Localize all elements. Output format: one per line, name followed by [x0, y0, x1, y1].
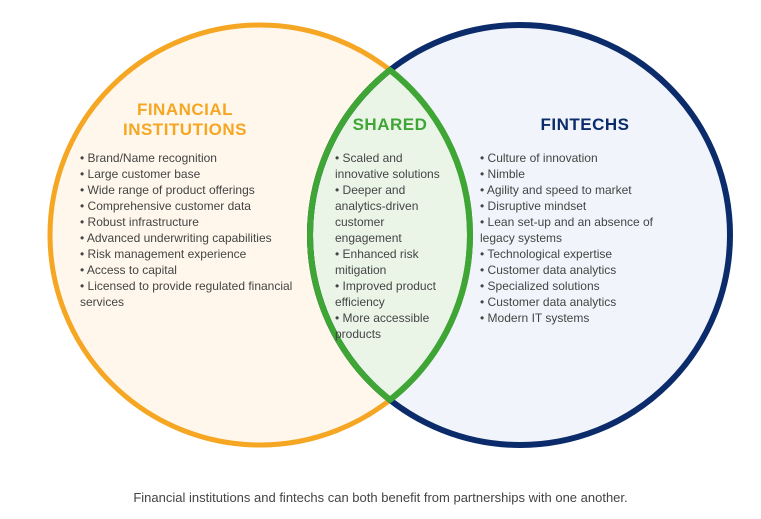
right-item: Lean set-up and an absence of legacy sys… [480, 214, 690, 246]
left-title-line1: FINANCIAL [137, 100, 233, 119]
left-item: Risk management experience [80, 246, 305, 262]
shared-item: Deeper and analytics-driven customer eng… [335, 182, 447, 246]
left-item: Wide range of product offerings [80, 182, 305, 198]
right-item: Customer data analytics [480, 262, 690, 278]
left-item: Licensed to provide regulated financial … [80, 278, 305, 310]
diagram-caption: Financial institutions and fintechs can … [0, 490, 761, 505]
right-item: Technological expertise [480, 246, 690, 262]
shared-title: SHARED [335, 115, 445, 135]
left-item: Advanced underwriting capabilities [80, 230, 305, 246]
left-item: Comprehensive customer data [80, 198, 305, 214]
left-item: Robust infrastructure [80, 214, 305, 230]
right-item: Culture of innovation [480, 150, 690, 166]
left-item: Large customer base [80, 166, 305, 182]
left-circle-title: FINANCIAL INSTITUTIONS [95, 100, 275, 139]
left-title-line2: INSTITUTIONS [123, 120, 247, 139]
left-items-list: Brand/Name recognitionLarge customer bas… [80, 150, 305, 310]
shared-items-list: Scaled and innovative solutionsDeeper an… [335, 150, 447, 342]
right-item: Nimble [480, 166, 690, 182]
shared-item: More accessible products [335, 310, 447, 342]
left-item: Access to capital [80, 262, 305, 278]
venn-diagram: FINANCIAL INSTITUTIONS SHARED FINTECHS B… [0, 0, 761, 519]
shared-item: Enhanced risk mitigation [335, 246, 447, 278]
right-item: Specialized solutions [480, 278, 690, 294]
right-item: Agility and speed to market [480, 182, 690, 198]
shared-item: Scaled and innovative solutions [335, 150, 447, 182]
right-item: Disruptive mindset [480, 198, 690, 214]
shared-item: Improved product efficiency [335, 278, 447, 310]
left-item: Brand/Name recognition [80, 150, 305, 166]
right-items-list: Culture of innovationNimbleAgility and s… [480, 150, 690, 326]
right-circle-title: FINTECHS [495, 115, 675, 135]
right-item: Modern IT systems [480, 310, 690, 326]
right-item: Customer data analytics [480, 294, 690, 310]
